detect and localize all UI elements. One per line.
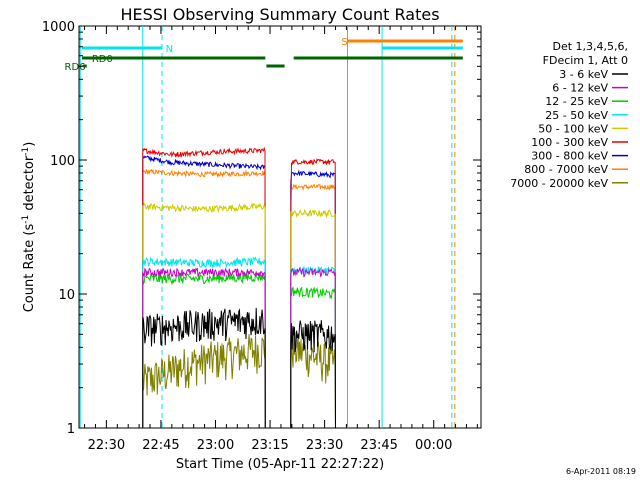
- x-axis-label: Start Time (05-Apr-11 22:27:22): [176, 457, 384, 472]
- x-tick-label: 22:30: [88, 438, 125, 453]
- legend-entry-label: 100 - 300 keV: [531, 136, 608, 149]
- series-trace-segment-1: [142, 155, 266, 429]
- y-axis-label: Count Rate (s-1 detector-1): [21, 142, 37, 313]
- x-tick-label: 22:45: [142, 438, 179, 453]
- series-6-12-keV: [142, 267, 336, 429]
- x-tick-label: 23:45: [360, 438, 397, 453]
- series-3-6-keV: [142, 307, 336, 429]
- y-tick-label: 1000: [42, 20, 75, 35]
- series-trace-segment-2: [290, 267, 336, 429]
- series-trace-segment-1: [142, 267, 266, 429]
- series-12-25-keV: [142, 271, 336, 429]
- series-trace-segment-2: [290, 208, 336, 429]
- series-trace-segment-2: [290, 169, 336, 429]
- legend-entry-label: 3 - 6 keV: [559, 68, 608, 81]
- series-300-800-keV: [142, 155, 336, 429]
- series-100-300-keV: [142, 146, 336, 429]
- chart-title: HESSI Observing Summary Count Rates: [120, 5, 439, 24]
- series-trace-segment-1: [142, 202, 266, 429]
- legend-entry-label: 12 - 25 keV: [545, 95, 608, 108]
- legend-header-line: Det 1,3,4,5,6,: [552, 40, 628, 53]
- series-trace-segment-1: [142, 307, 266, 429]
- legend-entry-label: 6 - 12 keV: [552, 82, 608, 95]
- x-tick-label: 23:00: [197, 438, 234, 453]
- legend-entry-label: 50 - 100 keV: [538, 122, 608, 135]
- series-trace-segment-2: [290, 320, 336, 429]
- legend-entry-label: 300 - 800 keV: [531, 150, 608, 163]
- plot-data-layer: [79, 26, 456, 429]
- footer-timestamp: 6-Apr-2011 08:19: [566, 467, 636, 476]
- series-50-100-keV: [142, 202, 336, 429]
- x-tick-label: 23:15: [251, 438, 288, 453]
- series-7000-20000-keV: [142, 331, 336, 429]
- series-trace-segment-1: [142, 271, 266, 429]
- legend-header-line: FDecim 1, Att 0: [543, 54, 628, 67]
- flag-label-s: S: [341, 37, 347, 48]
- series-trace-segment-2: [290, 331, 336, 429]
- series-trace-segment-2: [290, 179, 336, 429]
- flag-label-rd6: RD6: [65, 62, 86, 73]
- series-trace-segment-1: [142, 146, 266, 429]
- axes-layer: 22:30 22:45 23:00 23:15 23:30 23:45 00:00 1 10 10…: [42, 20, 481, 453]
- flag-label-rd0: RD0: [92, 54, 113, 65]
- legend-entry-label: 7000 - 20000 keV: [510, 177, 608, 190]
- series-trace-segment-1: [142, 256, 266, 429]
- x-tick-label: 23:30: [306, 438, 343, 453]
- legend: Det 1,3,4,5,6,FDecim 1, Att 03 - 6 keV6 …: [510, 40, 628, 190]
- series-trace-segment-2: [290, 158, 336, 429]
- flag-bars-layer: N S RD0 RD6: [65, 37, 463, 73]
- plot-frame: [78, 25, 482, 429]
- series-800-7000-keV: [142, 168, 336, 429]
- flag-label-n: N: [166, 44, 173, 55]
- y-tick-label: 10: [58, 288, 75, 303]
- legend-entry-label: 25 - 50 keV: [545, 109, 608, 122]
- series-trace-segment-1: [142, 334, 266, 429]
- legend-entry-label: 800 - 7000 keV: [524, 163, 608, 176]
- series-trace-segment-2: [290, 286, 336, 429]
- series-trace-segment-1: [142, 168, 266, 429]
- y-tick-label: 1: [67, 422, 75, 437]
- y-tick-label: 100: [50, 154, 75, 169]
- x-tick-label: 00:00: [415, 438, 452, 453]
